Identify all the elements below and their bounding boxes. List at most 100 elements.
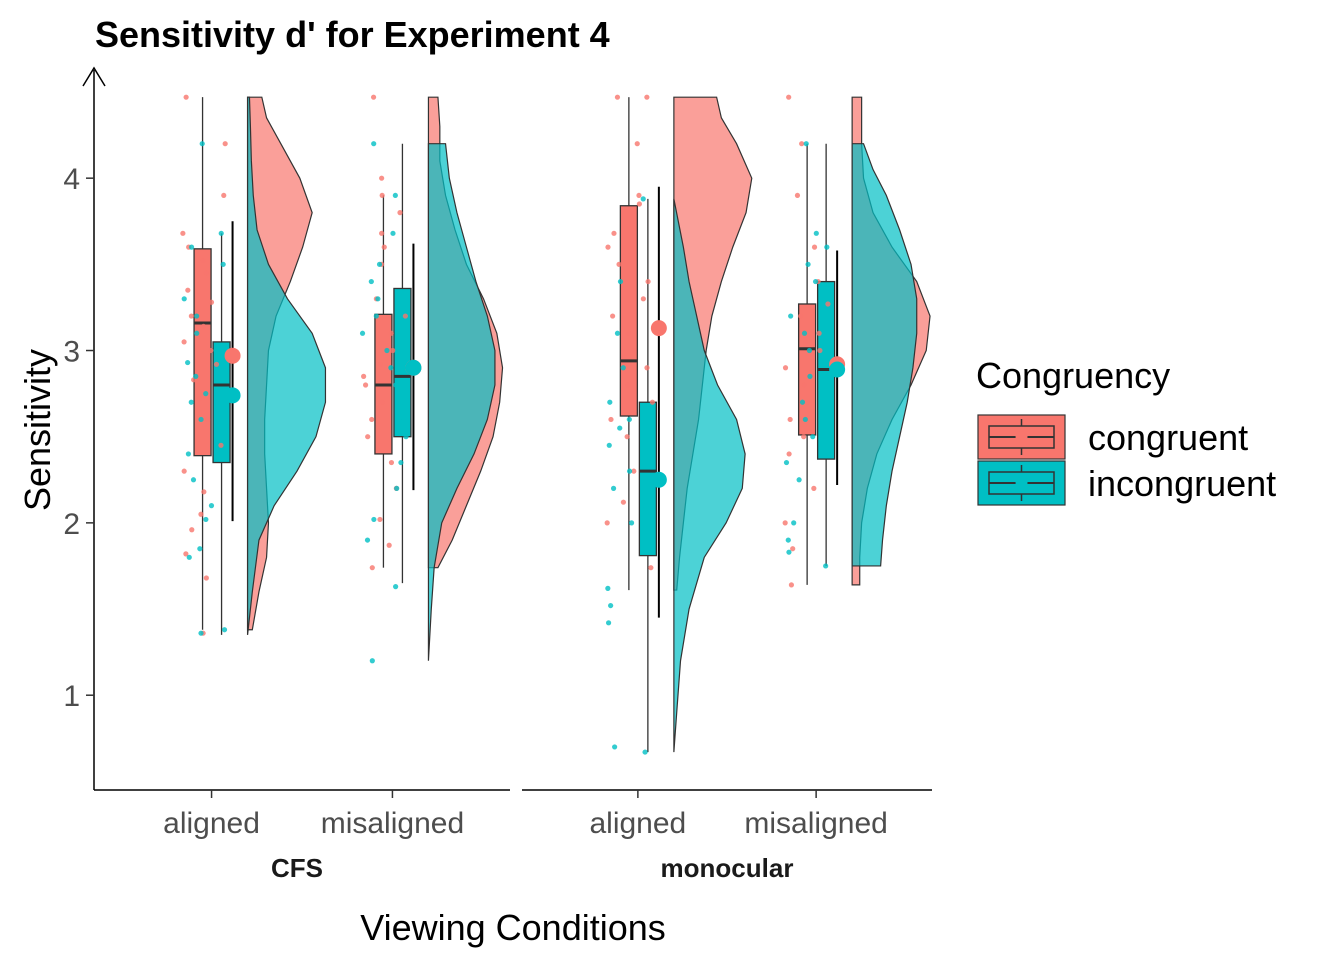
incongruent-point	[620, 365, 626, 371]
incongruent-point	[610, 485, 617, 491]
congruent-point	[649, 399, 656, 405]
incongruent-point	[812, 278, 819, 285]
incongruent-mean-point	[405, 359, 422, 376]
incongruent-point	[218, 230, 224, 236]
incongruent-point	[786, 549, 792, 555]
y-tick-label: 1	[63, 680, 80, 713]
congruent-point	[203, 575, 209, 581]
chart-title: Sensitivity d' for Experiment 4	[95, 14, 610, 55]
incongruent-point	[373, 313, 379, 319]
congruent-mean-point	[224, 347, 241, 364]
congruent-point	[390, 347, 396, 354]
congruent-point	[379, 175, 385, 181]
congruent-point	[804, 399, 810, 405]
congruent-point	[636, 201, 642, 207]
congruent-point	[379, 230, 385, 236]
congruent-point	[201, 489, 207, 495]
congruent-point	[213, 361, 220, 367]
incongruent-point	[796, 477, 802, 483]
congruent-point	[825, 301, 831, 307]
congruent-point	[788, 582, 795, 588]
congruent-point	[388, 459, 395, 466]
incongruent-point	[188, 244, 195, 250]
incongruent-point	[198, 630, 204, 636]
incongruent-point	[197, 546, 203, 552]
congruent-point	[604, 520, 610, 526]
congruent-point	[625, 382, 631, 388]
x-tick-label: aligned	[589, 807, 686, 840]
incongruent-mean-point	[829, 361, 846, 378]
x-tick-label: aligned	[163, 807, 260, 840]
congruent-box	[193, 248, 212, 457]
incongruent-point	[181, 296, 187, 302]
congruent-point	[369, 416, 375, 423]
incongruent-point	[364, 537, 371, 543]
congruent-point	[798, 313, 804, 319]
x-tick-label: misaligned	[744, 807, 887, 840]
incongruent-point	[791, 520, 797, 526]
congruent-point	[205, 416, 211, 423]
incongruent-point	[194, 330, 200, 336]
incongruent-point	[823, 563, 829, 569]
incongruent-point	[213, 347, 219, 354]
congruent-point	[183, 94, 189, 100]
incongruent-point	[393, 382, 399, 388]
congruent-point	[608, 416, 614, 423]
incongruent-point	[605, 585, 611, 591]
incongruent-point	[369, 658, 375, 664]
congruent-point	[370, 94, 377, 100]
incongruent-point	[203, 391, 209, 397]
congruent-point	[786, 94, 792, 100]
x-tick-label: misaligned	[321, 807, 464, 840]
incongruent-point	[785, 537, 791, 543]
incongruent-point	[612, 744, 618, 750]
incongruent-point	[193, 373, 199, 379]
congruent-point	[811, 244, 818, 250]
congruent-point	[181, 468, 187, 474]
incongruent-point	[617, 425, 623, 431]
congruent-point	[645, 278, 651, 285]
congruent-point	[611, 230, 617, 236]
legend-key-point	[1015, 477, 1028, 489]
congruent-point	[388, 330, 394, 336]
incongruent-point	[801, 330, 808, 336]
incongruent-point	[194, 313, 200, 319]
incongruent-point	[220, 261, 226, 267]
legend-key-point	[1015, 431, 1028, 443]
congruent-point	[196, 396, 203, 402]
congruent-point	[397, 210, 403, 216]
congruent-point	[634, 141, 640, 147]
congruent-point	[189, 527, 195, 533]
congruent-point	[610, 313, 616, 319]
congruent-point	[787, 416, 793, 423]
congruent-point	[794, 192, 801, 199]
congruent-point	[365, 434, 371, 440]
incongruent-point	[614, 330, 621, 336]
incongruent-point	[642, 749, 648, 755]
incongruent-point	[806, 347, 813, 354]
incongruent-point	[185, 451, 192, 457]
congruent-box	[619, 205, 639, 417]
congruent-point	[605, 244, 611, 250]
congruent-point	[222, 141, 228, 147]
incongruent-point	[626, 468, 633, 474]
incongruent-point	[813, 230, 819, 236]
congruent-point	[614, 94, 621, 100]
y-tick-label: 4	[63, 163, 80, 196]
congruent-point	[181, 339, 187, 345]
congruent-point	[386, 542, 392, 548]
y-axis-title: Sensitivity	[17, 349, 58, 511]
incongruent-point	[384, 347, 390, 354]
incongruent-point	[606, 442, 612, 448]
incongruent-point	[640, 196, 646, 202]
congruent-point	[799, 141, 805, 147]
incongruent-point	[824, 244, 830, 250]
incongruent-point	[393, 584, 399, 590]
incongruent-point	[783, 459, 790, 466]
incongruent-point	[390, 230, 396, 236]
incongruent-mean-point	[650, 471, 667, 488]
incongruent-point	[403, 434, 409, 440]
incongruent-point	[190, 477, 197, 483]
incongruent-point	[223, 434, 229, 440]
incongruent-point	[371, 141, 377, 147]
